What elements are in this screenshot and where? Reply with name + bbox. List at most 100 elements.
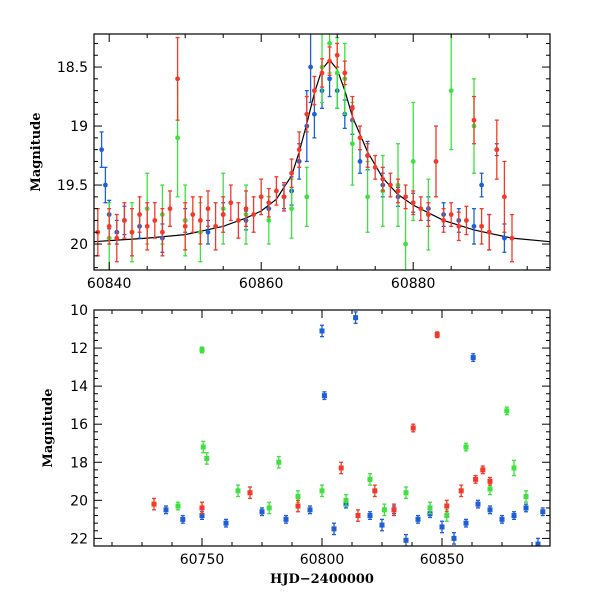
- top-data-point: [502, 235, 507, 241]
- top-data-point: [327, 76, 332, 82]
- bottom-data-point: [410, 425, 416, 431]
- top-data-point: [228, 200, 234, 206]
- bottom-data-point: [451, 535, 457, 541]
- bottom-data-point: [444, 503, 450, 509]
- top-data-point: [106, 223, 112, 229]
- top-data-point: [448, 88, 454, 94]
- top-x-tick-label: 60840: [87, 276, 132, 292]
- top-data-point: [327, 58, 332, 64]
- bottom-data-point: [151, 501, 157, 507]
- bottom-data-point: [391, 507, 397, 513]
- top-panel-data: [94, 34, 550, 270]
- top-data-point: [395, 188, 401, 194]
- bottom-data-point: [319, 488, 325, 494]
- top-data-point: [296, 147, 302, 153]
- bottom-data-point: [504, 408, 510, 414]
- bottom-series-blue: [163, 311, 546, 546]
- top-panel-ticks: 60840 60860 60880 18.5 19 19.5 20: [57, 34, 550, 292]
- bottom-y-axis-title: Magnitude: [41, 388, 56, 467]
- bottom-data-point: [403, 537, 409, 543]
- top-data-point: [205, 229, 211, 235]
- bottom-data-point: [259, 509, 265, 515]
- bottom-y-tick-label: 16: [70, 417, 88, 433]
- top-data-point: [266, 218, 272, 223]
- top-series-red: [95, 36, 515, 263]
- top-data-point: [365, 194, 370, 200]
- top-data-point: [312, 88, 317, 94]
- top-data-point: [357, 159, 363, 164]
- top-data-point: [350, 141, 355, 147]
- bottom-data-point: [175, 503, 181, 509]
- bottom-data-point: [499, 516, 505, 522]
- top-panel: 60840 60860 60880 18.5 19 19.5 20 Magnitude: [29, 33, 551, 292]
- top-data-point: [122, 218, 127, 223]
- top-data-point: [334, 70, 340, 76]
- top-data-point: [114, 235, 120, 241]
- top-data-point: [471, 223, 477, 229]
- top-data-point: [205, 206, 211, 212]
- top-data-point: [479, 223, 484, 229]
- bottom-data-point: [338, 465, 344, 471]
- bottom-data-point: [463, 444, 469, 450]
- bottom-data-point: [235, 488, 241, 494]
- top-data-point: [494, 147, 500, 153]
- top-data-point: [304, 194, 310, 200]
- bottom-series-red: [151, 331, 493, 522]
- bottom-data-point: [415, 516, 421, 522]
- top-data-point: [213, 223, 219, 229]
- top-data-point: [258, 194, 264, 200]
- bottom-data-point: [463, 520, 469, 526]
- top-data-point: [308, 64, 313, 70]
- bottom-data-point: [540, 509, 546, 515]
- top-data-point: [403, 194, 408, 200]
- bottom-panel-frame: [93, 309, 551, 547]
- bottom-data-point: [319, 328, 325, 334]
- top-data-point: [243, 206, 249, 212]
- bottom-y-tick-label: 20: [70, 493, 88, 509]
- bottom-series-green: [175, 346, 529, 522]
- bottom-y-tick-label: 22: [70, 531, 88, 547]
- top-data-point: [372, 164, 378, 170]
- bottom-x-tick-label: 60750: [180, 552, 225, 568]
- top-data-point: [486, 229, 492, 235]
- top-data-point: [464, 218, 469, 223]
- bottom-data-point: [487, 486, 493, 492]
- top-data-point: [289, 170, 294, 176]
- top-data-point: [182, 223, 188, 229]
- bottom-y-tick-label: 12: [70, 341, 88, 357]
- bottom-data-point: [321, 393, 327, 399]
- top-data-point: [137, 212, 143, 217]
- bottom-data-point: [199, 513, 205, 519]
- top-data-point: [175, 135, 181, 141]
- bottom-panel-data: [151, 311, 546, 546]
- top-data-point: [471, 117, 477, 123]
- bottom-data-point: [475, 501, 481, 507]
- bottom-data-point: [511, 465, 517, 471]
- top-data-point: [365, 153, 370, 158]
- top-data-point: [403, 241, 408, 247]
- bottom-panel-ticks: 60750 60800 60850 10 12 14 16 18 20 22: [70, 303, 550, 568]
- bottom-data-point: [487, 478, 493, 484]
- top-data-point: [129, 229, 135, 235]
- top-data-point: [327, 41, 332, 46]
- bottom-data-point: [473, 476, 479, 482]
- top-model-curve: [94, 59, 550, 243]
- bottom-data-point: [523, 505, 529, 511]
- bottom-data-point: [511, 513, 517, 519]
- top-data-point: [220, 212, 226, 217]
- top-series-blue: [99, 34, 507, 253]
- bottom-x-tick-label: 60850: [420, 552, 465, 568]
- bottom-data-point: [276, 459, 282, 465]
- top-x-tick-label: 60880: [391, 276, 436, 292]
- top-data-point: [274, 188, 279, 194]
- bottom-data-point: [343, 497, 349, 503]
- top-data-point: [426, 212, 431, 217]
- top-y-tick-label: 19: [70, 119, 88, 135]
- bottom-y-tick-label: 14: [70, 379, 88, 395]
- bottom-data-point: [199, 347, 205, 353]
- bottom-data-point: [331, 526, 337, 532]
- bottom-data-point: [444, 513, 450, 519]
- top-data-point: [236, 218, 241, 223]
- bottom-data-point: [458, 488, 464, 494]
